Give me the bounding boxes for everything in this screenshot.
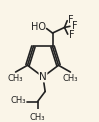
Text: HO: HO <box>31 22 46 32</box>
Text: CH₃: CH₃ <box>30 113 45 122</box>
Text: N: N <box>39 72 47 82</box>
Text: F: F <box>69 30 74 40</box>
Text: F: F <box>68 15 74 25</box>
Text: CH₃: CH₃ <box>10 96 26 105</box>
Text: CH₃: CH₃ <box>8 74 23 83</box>
Text: F: F <box>72 21 77 31</box>
Text: CH₃: CH₃ <box>63 74 79 83</box>
